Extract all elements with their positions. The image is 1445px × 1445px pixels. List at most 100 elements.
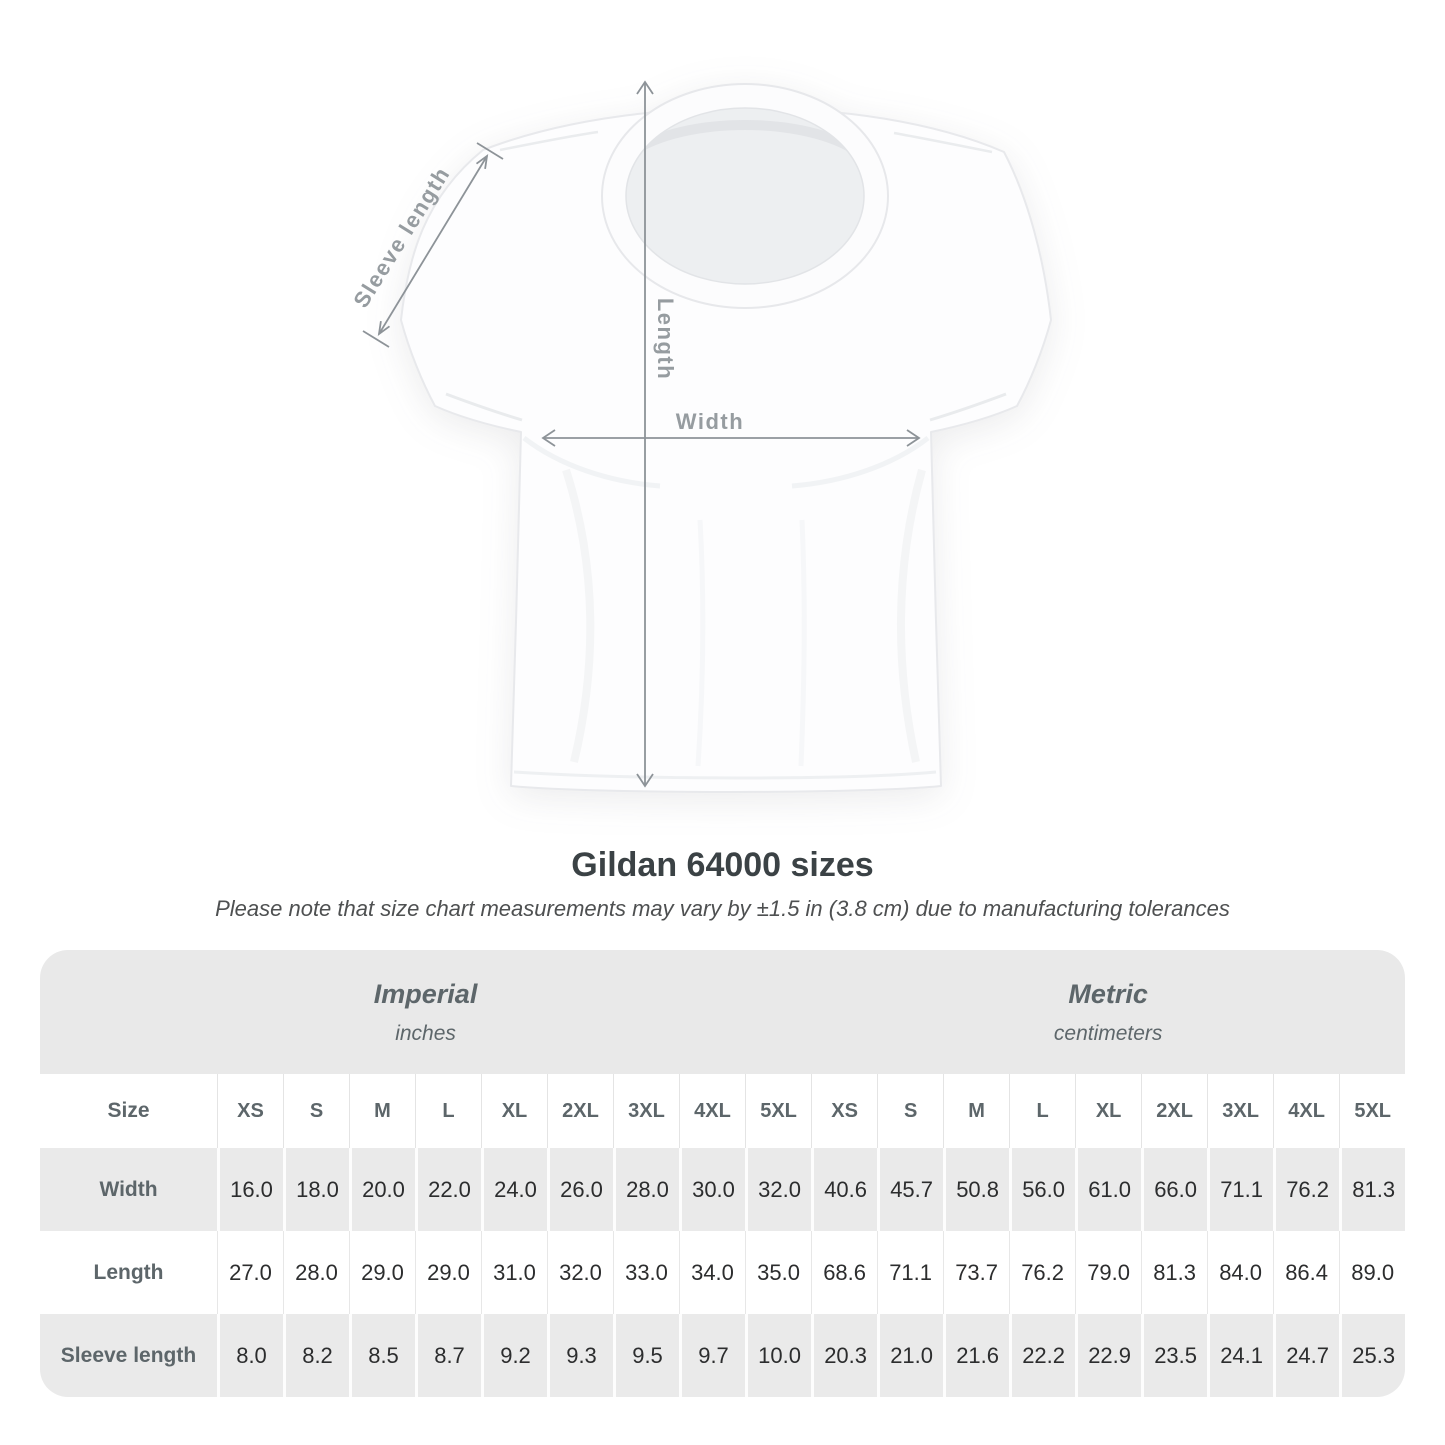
size-col-header: XL xyxy=(1075,1074,1142,1148)
row-label: Width xyxy=(40,1148,217,1231)
table-cell: 31.0 xyxy=(481,1231,547,1314)
table-cell: 32.0 xyxy=(547,1231,613,1314)
underarm-crease xyxy=(791,436,930,489)
size-col-header: 4XL xyxy=(679,1074,745,1148)
table-cell: 20.0 xyxy=(349,1148,415,1231)
table-cell: 23.5 xyxy=(1141,1314,1208,1397)
size-col-header: S xyxy=(283,1074,349,1148)
size-col-header: 3XL xyxy=(1207,1074,1274,1148)
table-cell: 10.0 xyxy=(745,1314,812,1397)
collar-inner-edge xyxy=(625,107,865,285)
table-cell: 71.1 xyxy=(877,1231,944,1314)
table-cell: 24.1 xyxy=(1207,1314,1274,1397)
neck-opening xyxy=(614,96,876,296)
table-row-length: Length 27.0 28.0 29.0 29.0 31.0 32.0 33.… xyxy=(40,1231,1405,1314)
shoulder-seam xyxy=(499,130,599,152)
measurement-arrows xyxy=(362,80,921,788)
metric-label: Metric xyxy=(1068,978,1148,1009)
wrinkle-line xyxy=(562,468,595,763)
size-header-row: Size XS S M L XL 2XL 3XL 4XL 5XL XS S M … xyxy=(40,1074,1405,1148)
size-col-header: L xyxy=(415,1074,481,1148)
row-label: Length xyxy=(40,1231,217,1314)
table-cell: 8.0 xyxy=(217,1314,283,1397)
size-col-header: XL xyxy=(481,1074,547,1148)
size-col-header: 4XL xyxy=(1273,1074,1340,1148)
table-cell: 66.0 xyxy=(1141,1148,1208,1231)
metric-section-header: Metric centimeters xyxy=(811,950,1405,1074)
table-cell: 9.7 xyxy=(679,1314,745,1397)
tshirt-diagram: Sleeve length Length Width xyxy=(348,80,1052,793)
table-cell: 18.0 xyxy=(283,1148,349,1231)
hem-seam xyxy=(513,770,937,780)
metric-unit: centimeters xyxy=(1053,1021,1163,1045)
table-cell: 50.8 xyxy=(943,1148,1010,1231)
page-title: Gildan 64000 sizes xyxy=(571,846,874,884)
size-table-container: Imperial inches Metric centimeters Size … xyxy=(40,950,1405,1397)
size-table: Imperial inches Metric centimeters Size … xyxy=(40,950,1405,1397)
size-col-header: 2XL xyxy=(547,1074,613,1148)
table-cell: 20.3 xyxy=(811,1314,878,1397)
shoulder-seam xyxy=(893,131,993,154)
table-cell: 76.2 xyxy=(1273,1148,1340,1231)
table-cell: 33.0 xyxy=(613,1231,679,1314)
tshirt-body xyxy=(400,107,1052,793)
table-cell: 27.0 xyxy=(217,1231,283,1314)
unit-header-row: Imperial inches Metric centimeters xyxy=(40,950,1405,1074)
tshirt-collar xyxy=(601,83,889,309)
table-cell: 9.3 xyxy=(547,1314,613,1397)
size-col-header: XS xyxy=(811,1074,878,1148)
table-cell: 40.6 xyxy=(811,1148,878,1231)
table-cell: 35.0 xyxy=(745,1231,812,1314)
imperial-section-header: Imperial inches xyxy=(40,950,812,1074)
table-cell: 28.0 xyxy=(613,1148,679,1231)
table-cell: 21.0 xyxy=(877,1314,944,1397)
size-col-header: 2XL xyxy=(1141,1074,1208,1148)
table-cell: 76.2 xyxy=(1009,1231,1076,1314)
underarm-crease xyxy=(522,436,661,489)
table-cell: 9.2 xyxy=(481,1314,547,1397)
table-cell: 29.0 xyxy=(415,1231,481,1314)
imperial-label: Imperial xyxy=(373,978,478,1009)
size-col-header: M xyxy=(349,1074,415,1148)
width-arrow xyxy=(541,429,921,447)
tshirt-illustration xyxy=(400,83,1052,793)
table-cell: 68.6 xyxy=(811,1231,878,1314)
cuff-seam xyxy=(929,392,1007,422)
size-col-header: M xyxy=(943,1074,1010,1148)
wrinkle-line xyxy=(897,468,926,763)
table-cell: 56.0 xyxy=(1009,1148,1076,1231)
table-cell: 32.0 xyxy=(745,1148,812,1231)
table-cell: 28.0 xyxy=(283,1231,349,1314)
row-label: Sleeve length xyxy=(40,1314,217,1397)
wrinkle-line xyxy=(798,519,807,767)
table-cell: 86.4 xyxy=(1273,1231,1340,1314)
table-cell: 79.0 xyxy=(1075,1231,1142,1314)
table-cell: 34.0 xyxy=(679,1231,745,1314)
table-cell: 45.7 xyxy=(877,1148,944,1231)
table-cell: 24.7 xyxy=(1273,1314,1340,1397)
table-cell: 73.7 xyxy=(943,1231,1010,1314)
length-arrow xyxy=(636,80,654,788)
table-cell: 26.0 xyxy=(547,1148,613,1231)
cuff-seam xyxy=(445,392,523,422)
sleeve-tick xyxy=(476,142,504,160)
width-label: Width xyxy=(676,409,744,434)
size-col-header: 3XL xyxy=(613,1074,679,1148)
collar-band xyxy=(602,84,888,308)
size-row-label: Size xyxy=(40,1074,217,1148)
table-cell: 8.5 xyxy=(349,1314,415,1397)
sleeve-length-arrow xyxy=(362,142,504,348)
table-cell: 84.0 xyxy=(1207,1231,1274,1314)
table-cell: 8.2 xyxy=(283,1314,349,1397)
table-row-sleeve-length: Sleeve length 8.0 8.2 8.5 8.7 9.2 9.3 9.… xyxy=(40,1314,1405,1397)
table-cell: 81.3 xyxy=(1339,1148,1405,1231)
table-cell: 9.5 xyxy=(613,1314,679,1397)
table-cell: 30.0 xyxy=(679,1148,745,1231)
table-cell: 61.0 xyxy=(1075,1148,1142,1231)
size-col-header: L xyxy=(1009,1074,1076,1148)
neck-shadow xyxy=(627,120,863,157)
size-col-header: 5XL xyxy=(745,1074,812,1148)
length-label: Length xyxy=(653,298,678,380)
table-cell: 24.0 xyxy=(481,1148,547,1231)
